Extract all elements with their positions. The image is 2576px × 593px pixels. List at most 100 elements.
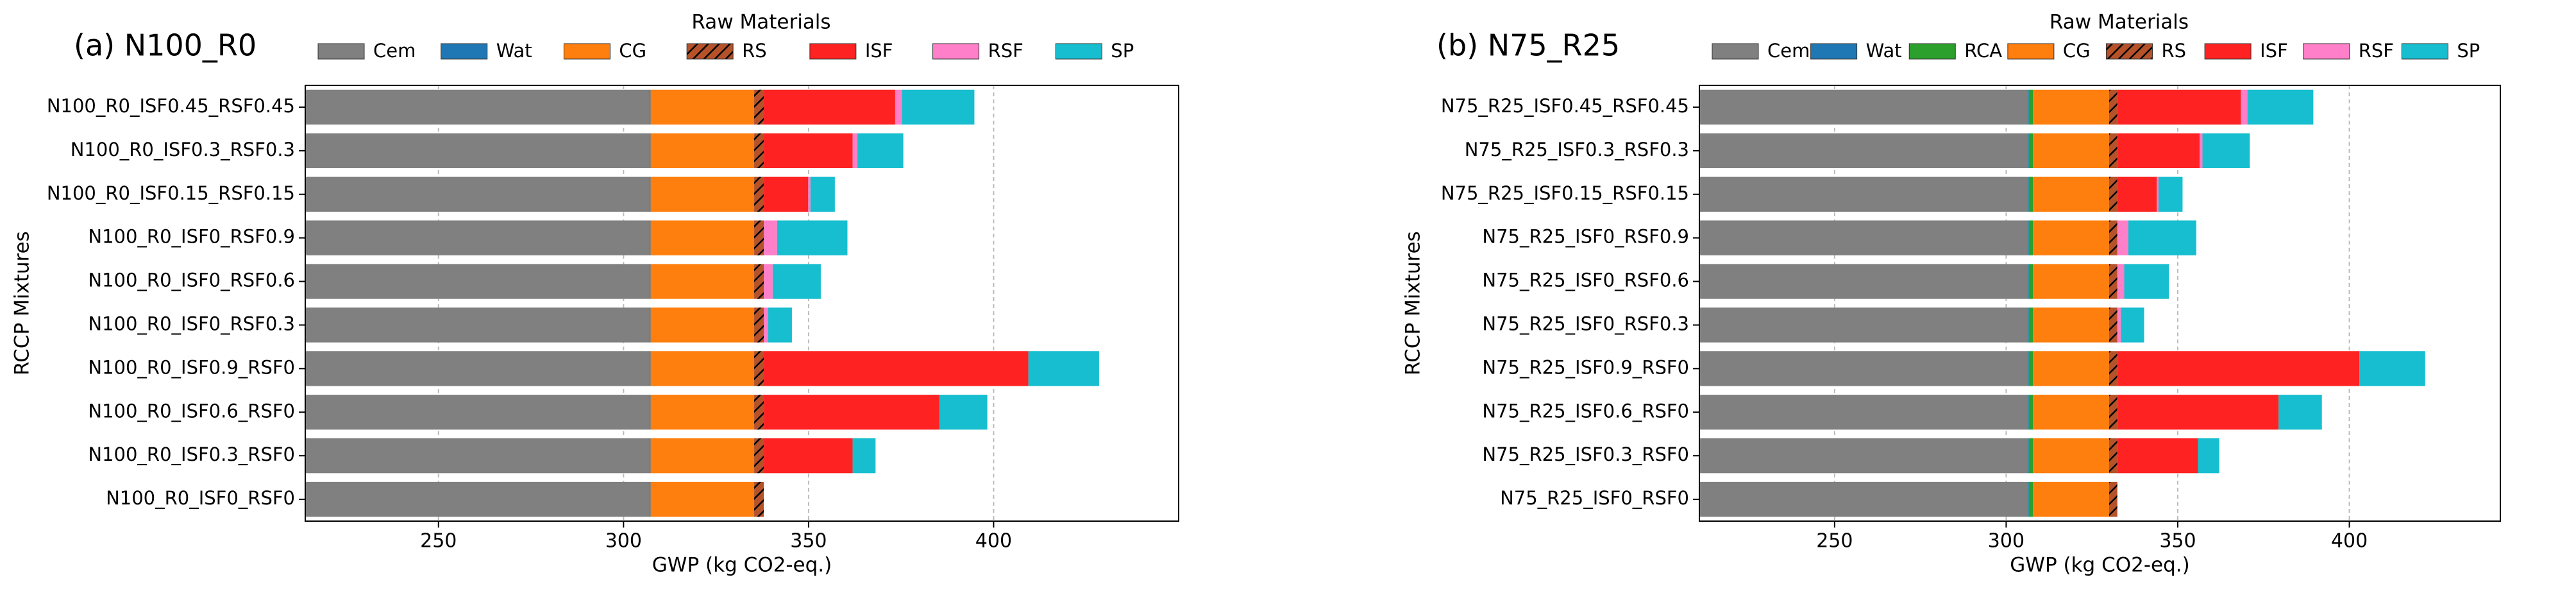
bar-segment	[649, 89, 651, 125]
bar-segment	[2121, 307, 2144, 343]
bar-segment	[1699, 481, 2028, 517]
bar-segment	[649, 176, 651, 212]
x-tick-label: 300	[1988, 530, 2025, 553]
legend-swatch	[317, 43, 365, 60]
x-tick-label: 350	[790, 530, 827, 553]
legend-swatch	[563, 43, 610, 60]
y-axis-label: RCCP Mixtures	[11, 231, 34, 375]
chart-panel: (b) N75_R25 Raw Materials Cem Wat RCA CG RS ISF…	[1402, 11, 2501, 577]
legend-swatch	[2204, 43, 2252, 60]
legend-label: RS	[742, 40, 767, 62]
bar-segment	[2028, 481, 2033, 517]
legend-title: Raw Materials	[2050, 11, 2189, 34]
bar-segment	[857, 133, 904, 169]
legend-label: RSF	[988, 40, 1023, 62]
y-tick-label: N75_R25_ISF0.3_RSF0	[1482, 443, 1689, 465]
bar-segment	[2028, 133, 2029, 169]
legend-label: Cem	[373, 40, 416, 62]
bar-segment	[650, 264, 755, 299]
legend-title: Raw Materials	[691, 11, 830, 34]
bar-segment	[808, 176, 811, 212]
bar-segment	[305, 133, 650, 169]
bar-segment	[2028, 89, 2033, 125]
bar-segment	[650, 307, 755, 343]
bar-segment	[650, 133, 755, 169]
bar-segment	[2028, 351, 2033, 386]
legend-label: SP	[1111, 40, 1134, 62]
y-tick-label: N75_R25_ISF0_RSF0.9	[1482, 226, 1689, 248]
bar-segment	[2117, 438, 2198, 474]
bar-segment	[2109, 264, 2117, 299]
bar-segment	[2117, 264, 2125, 299]
bar-segment	[2033, 220, 2109, 255]
bar-segment	[2359, 351, 2425, 386]
bar-segment	[305, 438, 650, 474]
bar-segment	[649, 351, 651, 386]
bar-segment	[2028, 89, 2029, 125]
bar-segment	[754, 481, 764, 517]
bar-segment	[2200, 133, 2203, 169]
bar-segment	[2278, 395, 2322, 430]
legend-label: RSF	[2359, 40, 2394, 62]
bar-segment	[2028, 176, 2029, 212]
bar-segment	[305, 176, 650, 212]
legend-label: Wat	[1866, 40, 1902, 62]
bar-segment	[650, 89, 755, 125]
bar-segment	[305, 307, 650, 343]
legend-swatch	[2007, 43, 2055, 60]
bar-segment	[1699, 220, 2028, 255]
bar-segment	[754, 264, 764, 299]
bar-segment	[2028, 481, 2029, 517]
bar-segment	[764, 89, 895, 125]
bar-segment	[2033, 307, 2109, 343]
bar-segment	[2109, 89, 2117, 125]
legend-swatch	[809, 43, 857, 60]
bar-segment	[2128, 220, 2196, 255]
plot-frame	[1699, 85, 2501, 522]
bar-segment	[754, 133, 764, 169]
legend-swatch	[441, 43, 488, 60]
bar-segment	[2109, 351, 2117, 386]
bar-segment	[754, 438, 764, 474]
bar-segment	[2109, 176, 2117, 212]
bar-segment	[764, 438, 853, 474]
bar-segment	[2117, 89, 2241, 125]
y-tick-label: N75_R25_ISF0.45_RSF0.45	[1441, 95, 1689, 117]
bar-segment	[650, 351, 755, 386]
bar-segment	[852, 438, 876, 474]
bar-segment	[1699, 395, 2028, 430]
bar-segment	[2109, 438, 2117, 474]
bar-segment	[2109, 133, 2117, 169]
bar-segment	[852, 133, 858, 169]
bar-segment	[2028, 395, 2033, 430]
x-axis-label: GWP (kg CO2-eq.)	[2010, 554, 2189, 577]
bar-segment	[305, 220, 650, 255]
bar-segment	[649, 307, 651, 343]
bar-segment	[2033, 133, 2109, 169]
bar-segment	[764, 176, 809, 212]
y-tick-label: N75_R25_ISF0_RSF0.6	[1482, 270, 1689, 291]
y-tick-label: N75_R25_ISF0.6_RSF0	[1482, 400, 1689, 422]
bar-segment	[754, 220, 764, 255]
bar-segment	[1699, 351, 2028, 386]
bar-segment	[650, 481, 755, 517]
plot-frame	[305, 85, 1179, 522]
bar-segment	[810, 176, 835, 212]
bar-segment	[2028, 351, 2029, 386]
bar-segment	[754, 395, 764, 430]
x-tick-label: 300	[605, 530, 642, 553]
y-tick-label: N100_R0_ISF0.6_RSF0	[88, 400, 295, 422]
y-tick-label: N75_R25_ISF0.9_RSF0	[1482, 356, 1689, 378]
bar-segment	[649, 481, 651, 517]
legend-label: ISF	[865, 40, 893, 62]
x-tick-label: 400	[2331, 530, 2368, 553]
bar-segment	[649, 264, 651, 299]
bar-segment	[2028, 220, 2033, 255]
bar-segment	[2033, 395, 2109, 430]
bar-segment	[2117, 133, 2200, 169]
y-tick-label: N75_R25_ISF0.15_RSF0.15	[1441, 182, 1689, 204]
legend-label: ISF	[2260, 40, 2288, 62]
legend-label: SP	[2457, 40, 2480, 62]
bar-segment	[305, 264, 650, 299]
x-axis-label: GWP (kg CO2-eq.)	[652, 554, 832, 577]
